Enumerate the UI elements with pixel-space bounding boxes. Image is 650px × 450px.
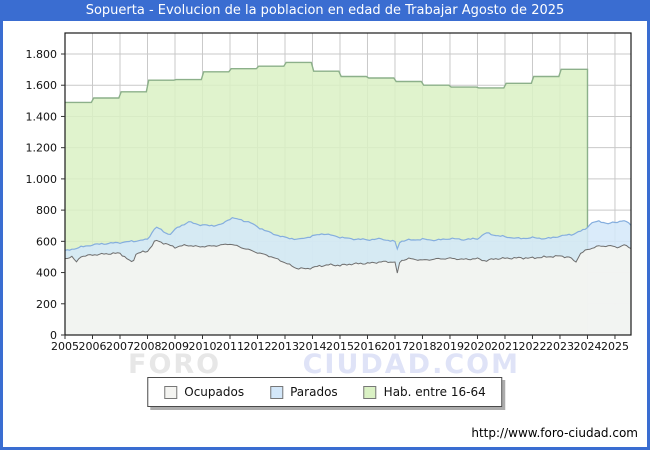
y-tick-label: 1.200 xyxy=(26,142,58,155)
x-tick-label: 2008 xyxy=(133,340,161,353)
x-tick-label: 2005 xyxy=(51,340,79,353)
legend-item-1: Ocupados xyxy=(164,385,244,399)
x-tick-label: 2025 xyxy=(601,340,629,353)
y-tick-label: 1.800 xyxy=(26,48,58,61)
line-ocupados xyxy=(65,239,632,274)
legend-label: Hab. entre 16-64 xyxy=(383,385,486,399)
x-tick-label: 2006 xyxy=(78,340,106,353)
legend-label: Parados xyxy=(290,385,338,399)
watermark: FORO CIUDAD.COM xyxy=(128,349,520,380)
x-tick-label: 2013 xyxy=(271,340,299,353)
y-tick-label: 0 xyxy=(50,329,57,342)
x-tick-label: 2015 xyxy=(326,340,354,353)
legend-swatch xyxy=(164,385,178,399)
watermark-part2: CIUDAD.COM xyxy=(302,349,520,380)
y-tick-label: 1.400 xyxy=(26,110,58,123)
x-tick-label: 2012 xyxy=(243,340,271,353)
x-tick-label: 2022 xyxy=(518,340,546,353)
chart-title: Sopuerta - Evolucion de la poblacion en … xyxy=(0,0,650,21)
legend: Ocupados Parados Hab. entre 16-64 xyxy=(147,377,503,407)
x-tick-label: 2024 xyxy=(573,340,601,353)
y-tick-label: 800 xyxy=(36,204,57,217)
x-tick-label: 2017 xyxy=(381,340,409,353)
x-tick-label: 2019 xyxy=(436,340,464,353)
x-tick-label: 2018 xyxy=(408,340,436,353)
x-tick-label: 2021 xyxy=(491,340,519,353)
y-tick-label: 1.000 xyxy=(26,173,58,186)
x-tick-label: 2011 xyxy=(216,340,244,353)
x-tick-label: 2009 xyxy=(161,340,189,353)
y-tick-label: 400 xyxy=(36,267,57,280)
y-tick-label: 1.600 xyxy=(26,79,58,92)
x-tick-label: 2023 xyxy=(546,340,574,353)
y-tick-label: 600 xyxy=(36,235,57,248)
watermark-part1: FORO xyxy=(128,349,222,380)
legend-label: Ocupados xyxy=(184,385,245,399)
y-tick-label: 200 xyxy=(36,298,57,311)
x-tick-label: 2010 xyxy=(188,340,216,353)
legend-item-2: Parados xyxy=(270,385,338,399)
legend-swatch xyxy=(363,385,377,399)
area-ocupados xyxy=(65,240,631,335)
line-hab-16-64 xyxy=(65,61,589,335)
line-parados xyxy=(64,217,632,251)
x-tick-label: 2020 xyxy=(463,340,491,353)
legend-swatch xyxy=(270,385,284,399)
x-tick-label: 2014 xyxy=(298,340,326,353)
legend-item-3: Hab. entre 16-64 xyxy=(363,385,486,399)
footer-url[interactable]: http://www.foro-ciudad.com xyxy=(471,426,638,440)
plot-border xyxy=(64,32,632,336)
x-tick-label: 2007 xyxy=(106,340,134,353)
x-tick-label: 2016 xyxy=(353,340,381,353)
